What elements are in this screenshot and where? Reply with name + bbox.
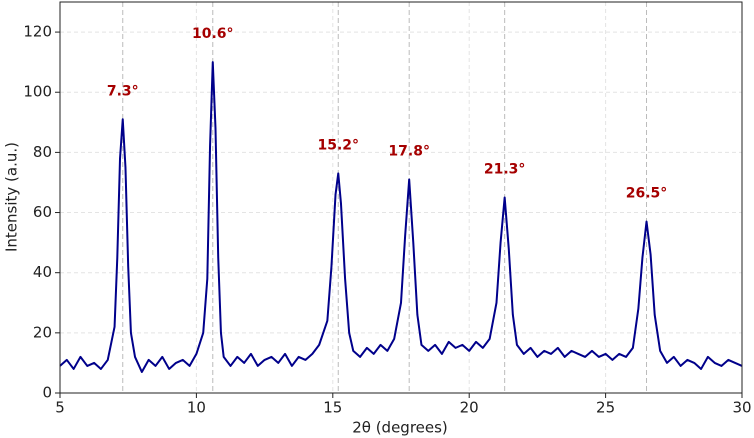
y-axis-label: Intensity (a.u.)	[3, 142, 21, 252]
y-tick-label: 0	[42, 384, 52, 402]
data-line	[59, 61, 743, 373]
x-tick-label: 5	[55, 399, 65, 417]
peak-label: 26.5°	[626, 186, 668, 202]
x-tick-label: 30	[732, 399, 751, 417]
y-tick-label: 80	[33, 143, 52, 161]
x-tick-label: 10	[187, 399, 206, 417]
peak-label: 10.6°	[192, 26, 234, 42]
x-tick-label: 25	[596, 399, 615, 417]
y-tick-label: 120	[23, 23, 52, 41]
peak-label: 15.2°	[317, 137, 359, 153]
peak-label: 7.3°	[107, 83, 139, 99]
y-tick-label: 60	[33, 203, 52, 221]
peak-label: 17.8°	[388, 143, 430, 159]
plot-frame	[59, 1, 743, 394]
x-tick-label: 15	[323, 399, 342, 417]
y-tick-label: 100	[23, 83, 52, 101]
x-tick-label: 20	[460, 399, 479, 417]
y-tick-label: 20	[33, 323, 52, 341]
peak-label: 21.3°	[484, 162, 526, 178]
y-tick-label: 40	[33, 263, 52, 281]
x-axis-label: 2θ (degrees)	[352, 419, 448, 437]
